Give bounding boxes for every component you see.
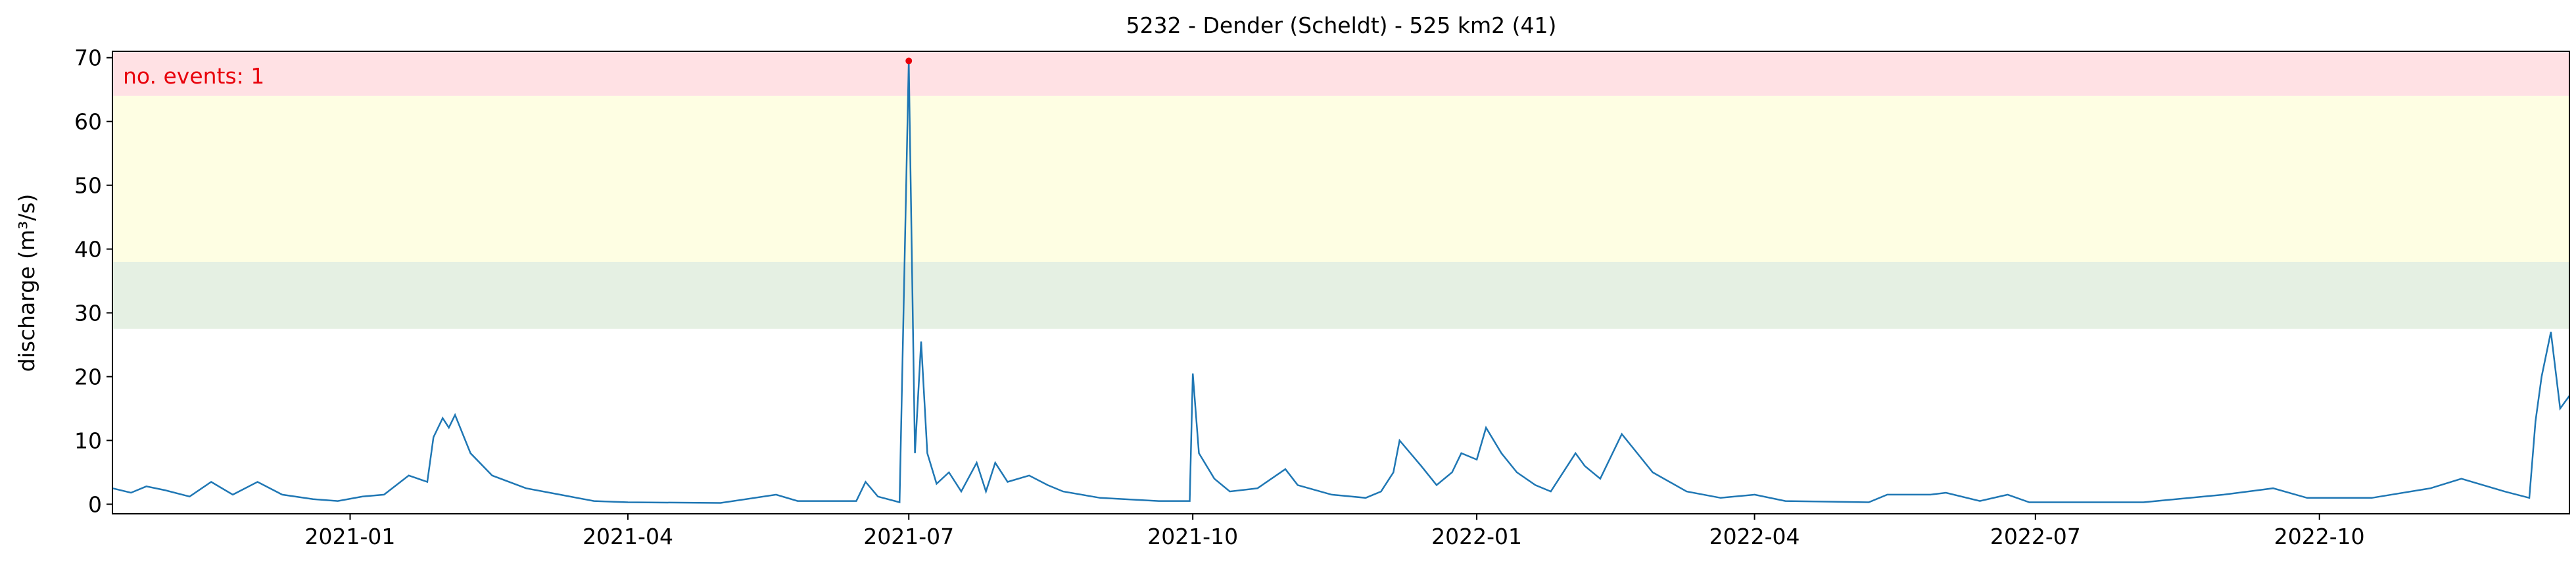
y-tick-label: 70 (74, 45, 102, 71)
threshold-band (112, 51, 2569, 96)
y-tick-label: 30 (74, 301, 102, 326)
x-tick-label: 2022-10 (2274, 524, 2365, 549)
x-tick-label: 2022-04 (1709, 524, 1800, 549)
y-tick-label: 60 (74, 109, 102, 135)
y-tick-label: 10 (74, 428, 102, 453)
threshold-band (112, 95, 2569, 262)
x-tick-label: 2021-01 (305, 524, 396, 549)
event-point (905, 57, 913, 64)
chart-title: 5232 - Dender (Scheldt) - 525 km2 (41) (1126, 12, 1557, 38)
y-tick-label: 0 (88, 491, 102, 517)
event-count: no. events: 1 (123, 63, 264, 89)
threshold-band (112, 261, 2569, 329)
y-tick-label: 40 (74, 237, 102, 262)
x-tick-label: 2021-07 (863, 524, 954, 549)
x-tick-label: 2021-04 (583, 524, 673, 549)
discharge-line (112, 61, 2571, 504)
x-tick-label: 2021-10 (1147, 524, 1238, 549)
x-tick-label: 2022-07 (1990, 524, 2081, 549)
y-tick-label: 20 (74, 364, 102, 390)
y-tick-label: 50 (74, 173, 102, 199)
plot-frame (112, 51, 2570, 514)
x-tick-label: 2022-01 (1431, 524, 1522, 549)
y-axis-label: discharge (m³/s) (14, 194, 39, 372)
